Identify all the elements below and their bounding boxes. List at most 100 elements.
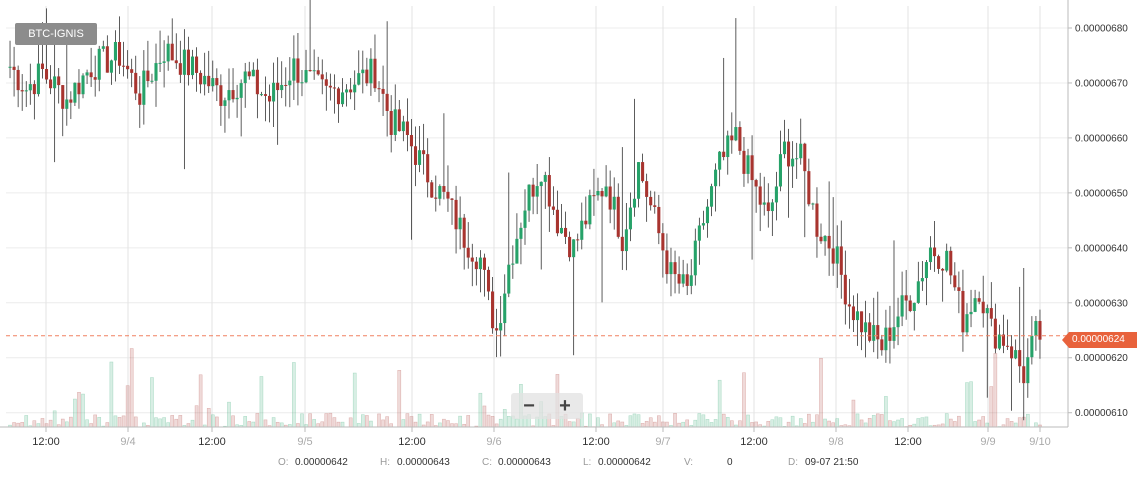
volume-bar: [786, 421, 791, 428]
candle-body: [474, 261, 478, 270]
candle-body: [482, 257, 486, 270]
volume-bar: [819, 358, 823, 428]
zoom-out-button[interactable]: −: [523, 395, 535, 417]
candle-body: [219, 85, 223, 106]
candle-body: [632, 198, 637, 208]
candle-body: [993, 318, 997, 349]
volume-bar: [778, 417, 783, 428]
candle-body: [868, 322, 872, 341]
candle-body: [957, 287, 961, 291]
volume-bar: [831, 422, 835, 428]
candle-body: [458, 217, 462, 230]
candle-body: [689, 275, 693, 286]
candle-body: [799, 143, 803, 159]
candle-body: [701, 223, 705, 226]
volume-bar: [16, 422, 20, 428]
candle-body: [150, 80, 154, 82]
volume-bar: [742, 372, 746, 428]
y-tick-label: 0.00000680: [1075, 23, 1128, 34]
candle-body: [815, 203, 819, 237]
candle-body: [499, 323, 503, 331]
candle-body: [555, 209, 559, 234]
volume-bar: [652, 421, 657, 428]
low-value: 0.00000642: [598, 457, 651, 468]
candle-body: [215, 78, 219, 86]
candle-body: [945, 250, 949, 271]
candle-body: [239, 83, 243, 98]
candle-body: [677, 274, 681, 284]
candle-body: [624, 229, 628, 252]
candle-body: [1014, 350, 1018, 359]
candle-body: [843, 274, 847, 305]
candle-body: [182, 49, 186, 75]
x-tick-label: 9/7: [655, 436, 670, 448]
volume-bar: [194, 405, 199, 428]
candle-body: [604, 186, 608, 197]
x-tick-label: 9/8: [828, 436, 843, 448]
high-value: 0.00000643: [397, 457, 450, 468]
volume-bar: [657, 415, 661, 428]
candle-body: [912, 302, 916, 311]
candle-body: [227, 90, 231, 101]
candle-body: [138, 93, 142, 105]
candle-body: [142, 70, 146, 105]
candle-body: [576, 239, 580, 241]
volume-bar: [957, 415, 961, 428]
candle-body: [345, 89, 349, 93]
volume-bar: [498, 418, 503, 428]
candle-body: [949, 250, 953, 276]
zoom-in-button[interactable]: +: [559, 395, 571, 417]
volume-bar: [486, 414, 491, 428]
candle-body: [170, 43, 174, 61]
candle-body: [263, 94, 268, 96]
volume-bar: [446, 420, 450, 428]
candle-body: [268, 95, 272, 102]
volume-bar: [892, 421, 896, 428]
candle-body: [130, 69, 134, 73]
candle-body: [373, 58, 377, 89]
candle-body: [223, 100, 227, 106]
candle-body: [349, 89, 353, 93]
volume-bar: [438, 422, 442, 428]
candle-body: [515, 238, 519, 264]
volume-bar: [798, 418, 803, 428]
candle-body: [880, 339, 884, 351]
candle-body: [292, 58, 296, 81]
volume-bar: [20, 422, 24, 428]
volume-bar: [802, 423, 807, 428]
volume-bar: [588, 413, 592, 428]
volume-bar: [401, 419, 406, 428]
volume-bar: [292, 362, 296, 428]
volume-bar: [150, 377, 154, 428]
candle-body: [276, 82, 280, 91]
x-tick-label: 9/10: [1029, 436, 1050, 448]
x-tick-label: 12:00: [582, 436, 610, 448]
candle-body: [117, 42, 122, 66]
volume-bar: [673, 413, 677, 428]
candle-body: [551, 206, 555, 210]
candle-body: [754, 180, 758, 187]
volume-bar: [717, 379, 722, 428]
candle-body: [1005, 345, 1010, 347]
candle-body: [320, 74, 324, 80]
candle-body: [199, 72, 203, 85]
y-tick-label: 0.00000640: [1075, 243, 1128, 254]
candle-body: [446, 191, 450, 199]
volume-bar: [612, 422, 616, 428]
volume-bar: [571, 421, 576, 428]
candle-body: [158, 62, 162, 64]
candle-body: [491, 291, 495, 329]
volume-bar: [766, 421, 771, 428]
candle-body: [507, 264, 511, 294]
candle-body: [973, 298, 977, 312]
volume-bar: [863, 422, 868, 428]
candle-body: [685, 274, 689, 286]
volume-bar: [790, 415, 795, 428]
volume-bar: [109, 361, 114, 428]
volume-bar: [1026, 413, 1030, 428]
volume-bar: [381, 419, 385, 428]
candle-body: [543, 175, 547, 182]
candle-body: [49, 79, 53, 89]
volume-bar: [97, 417, 102, 428]
